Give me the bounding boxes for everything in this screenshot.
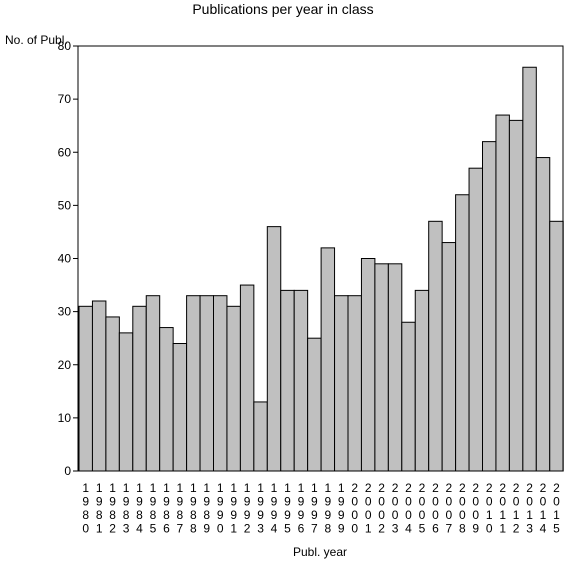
bar-1994 — [266, 226, 282, 472]
bar-1993 — [253, 401, 268, 472]
bar-2000 — [347, 295, 362, 472]
bar-2003 — [387, 263, 403, 472]
y-tick-label: 40 — [58, 252, 72, 266]
bar-2006 — [428, 220, 443, 472]
bar-2011 — [495, 114, 510, 472]
y-axis-label: No. of Publ. — [5, 33, 68, 47]
bar-2012 — [508, 119, 524, 472]
y-axis: 0 10 20 30 40 50 60 70 80 — [58, 39, 78, 478]
y-tick-label: 70 — [58, 92, 72, 106]
chart-title: Publications per year in class — [192, 1, 373, 17]
y-tick-label: 20 — [58, 358, 72, 372]
bar-1997 — [307, 337, 322, 472]
bar-1996 — [293, 289, 309, 472]
bar-1992 — [239, 284, 255, 472]
bar-2001 — [360, 258, 376, 472]
bar-2004 — [401, 321, 416, 472]
x-axis: 1 9 8 0 1 9 8 1 1 9 8 2 1 9 8 3 1 9 8 4 1 9 8 5 1 9 8 6 1 9 8 7 1 9 8 8 1 9 8 9… — [82, 481, 560, 536]
bar-1981 — [91, 300, 107, 472]
y-tick-label: 0 — [64, 464, 71, 478]
bar-2009 — [468, 167, 483, 472]
bar-1991 — [226, 305, 241, 472]
plot-frame — [77, 45, 564, 472]
bar-1986 — [159, 327, 174, 472]
y-tick-label: 60 — [58, 145, 72, 159]
y-tick-label: 10 — [58, 411, 72, 425]
y-tick-label: 30 — [58, 305, 72, 319]
bar-1995 — [280, 289, 295, 472]
bar-1982 — [105, 316, 120, 472]
bar-1984 — [132, 305, 147, 472]
bar-1999 — [334, 295, 349, 472]
bar-2014 — [535, 157, 551, 472]
x-axis-label: Publ. year — [293, 545, 347, 559]
bar-2010 — [482, 141, 497, 472]
bar-1980 — [78, 305, 93, 472]
y-tick-label: 80 — [58, 39, 72, 53]
bar-2008 — [455, 194, 470, 472]
bars-group — [78, 66, 564, 472]
bar-2002 — [374, 263, 389, 472]
bar-1987 — [172, 343, 188, 472]
bar-1990 — [213, 295, 228, 472]
bar-1998 — [320, 247, 336, 472]
y-tick-label: 50 — [58, 198, 72, 212]
bar-2005 — [414, 289, 430, 472]
bar-1988 — [186, 295, 201, 472]
bar-1983 — [118, 332, 134, 472]
bar-1985 — [145, 295, 161, 472]
bar-2007 — [441, 242, 457, 472]
bar-2013 — [522, 66, 537, 472]
bar-1989 — [199, 295, 215, 472]
bar-2015 — [549, 220, 564, 472]
